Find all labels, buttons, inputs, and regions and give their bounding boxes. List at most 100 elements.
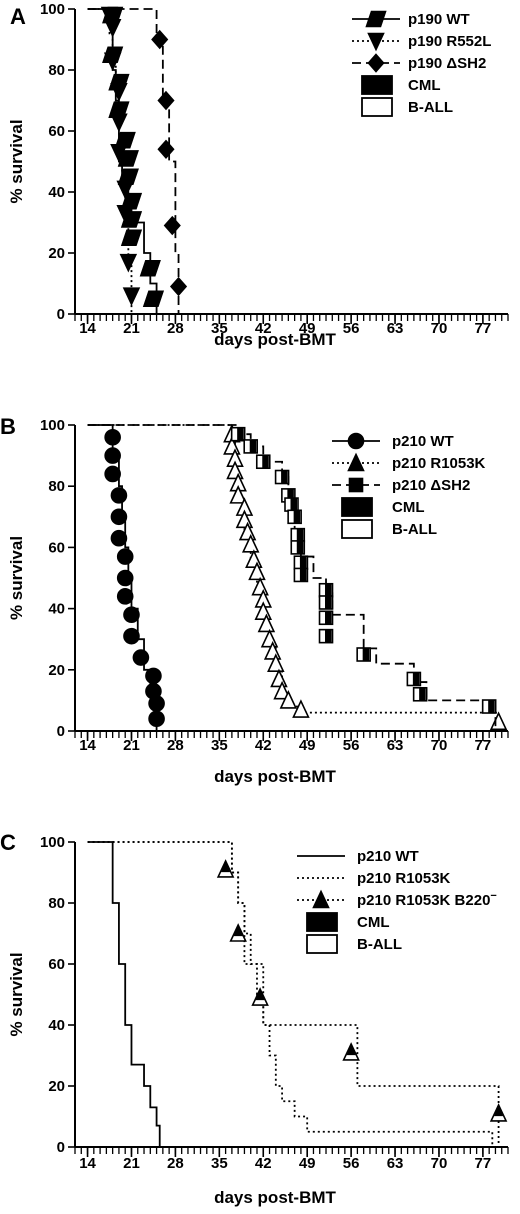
data-point-fill (325, 583, 332, 597)
legend: p210 WT p210 R1053K p210 R1053K B220− CML B-… (297, 848, 497, 954)
legend-marker (347, 452, 365, 472)
y-tick-label: 100 (40, 417, 65, 434)
series-line (87, 424, 497, 731)
data-point-fill (287, 488, 294, 502)
y-tick-label: 80 (48, 62, 65, 79)
x-tick-label: 77 (475, 320, 492, 337)
data-point (145, 667, 162, 685)
panel-letter: A (10, 4, 26, 29)
legend-marker (367, 32, 385, 52)
y-tick-label: 0 (57, 723, 65, 740)
x-axis-title: days post-BMT (214, 1188, 336, 1207)
legend-label: CML (357, 914, 390, 931)
x-tick-label: 49 (299, 320, 316, 337)
legend-swatch (306, 934, 338, 954)
data-point-fill (412, 672, 420, 686)
data-point (245, 549, 263, 568)
y-tick-label: 40 (48, 1017, 65, 1034)
data-point-fill (299, 556, 307, 570)
data-point (139, 259, 161, 277)
data-point (241, 533, 260, 553)
x-tick-label: 28 (167, 320, 184, 337)
y-tick-label: 100 (40, 834, 65, 851)
data-point (114, 131, 136, 149)
panel-a: A 14 21 28 35 42 49 56 63 70 77 0 20 40 60 80 100 days po… (7, 1, 509, 349)
y-tick-label: 80 (48, 478, 65, 495)
data-point-fill (362, 648, 370, 661)
data-point-fill (488, 700, 495, 714)
legend-marker (367, 53, 385, 73)
data-point (116, 205, 134, 224)
legend-swatch (306, 912, 338, 932)
y-tick-label: 100 (40, 1, 65, 18)
data-point (157, 139, 175, 160)
legend-swatch (361, 97, 393, 117)
x-tick-label: 14 (79, 320, 96, 337)
y-tick-label: 40 (48, 184, 65, 201)
data-point-fill (325, 629, 332, 643)
data-point (123, 627, 140, 645)
x-tick-label: 42 (255, 1155, 272, 1172)
data-point (110, 487, 128, 504)
data-point (123, 606, 140, 624)
data-point (116, 588, 134, 605)
data-point (489, 711, 508, 731)
data-point (116, 569, 134, 587)
data-point (120, 192, 143, 210)
data-point-fill (281, 470, 288, 484)
x-tick-label: 63 (387, 737, 404, 754)
data-point (110, 529, 128, 547)
y-tick-label: 20 (48, 662, 65, 679)
data-point-fill (290, 498, 297, 512)
data-point (110, 113, 128, 133)
data-point (119, 253, 138, 273)
data-point-fill (233, 925, 243, 937)
panel-letter: B (0, 414, 16, 439)
data-point-fill (237, 427, 244, 441)
data-point (157, 90, 175, 111)
x-tick-label: 77 (475, 1155, 492, 1172)
y-tick-label: 20 (48, 245, 65, 262)
panel-letter: C (0, 830, 16, 855)
data-point (122, 287, 141, 307)
legend-label: p210 R1053K B220− (357, 890, 497, 909)
data-point (248, 561, 266, 581)
data-point (270, 668, 288, 688)
data-point (103, 18, 122, 38)
data-point-fill (249, 439, 257, 453)
y-tick-label: 40 (48, 601, 65, 618)
data-point (148, 695, 165, 712)
legend-label: p190 R552L (408, 33, 491, 50)
data-point (117, 150, 139, 167)
legend-label: p210 R1053K (392, 455, 486, 472)
data-point (267, 653, 285, 672)
data-point (103, 52, 122, 72)
panel-b: B 14 21 28 35 42 49 56 63 70 77 0 20 40 60 80 100 days po… (0, 414, 509, 786)
data-point-fill (255, 989, 265, 1001)
legend-label: B-ALL (408, 99, 453, 116)
y-axis-title: % survival (7, 952, 26, 1036)
legend-label: p190 ΔSH2 (408, 55, 486, 72)
legend-label: p210 WT (357, 848, 419, 865)
legend-label: CML (392, 499, 425, 516)
x-axis-title: days post-BMT (214, 330, 336, 349)
data-point (169, 276, 188, 297)
data-point (260, 628, 279, 648)
data-point-fill (262, 455, 269, 469)
x-tick-label: 35 (211, 737, 228, 754)
x-tick-label: 42 (255, 320, 272, 337)
data-point-fill (221, 860, 231, 873)
legend-marker (365, 10, 387, 28)
y-tick-label: 60 (48, 123, 65, 140)
y-axis-title: % survival (7, 119, 26, 203)
data-point (229, 484, 247, 504)
data-point (142, 290, 165, 308)
x-tick-label: 21 (123, 1155, 140, 1172)
x-tick-label: 70 (431, 1155, 448, 1172)
x-tick-label: 56 (343, 1155, 360, 1172)
x-tick-label: 28 (167, 737, 184, 754)
x-tick-label: 21 (123, 320, 140, 337)
legend-swatch (341, 519, 373, 539)
data-point (104, 428, 121, 446)
x-tick-label: 28 (167, 1155, 184, 1172)
